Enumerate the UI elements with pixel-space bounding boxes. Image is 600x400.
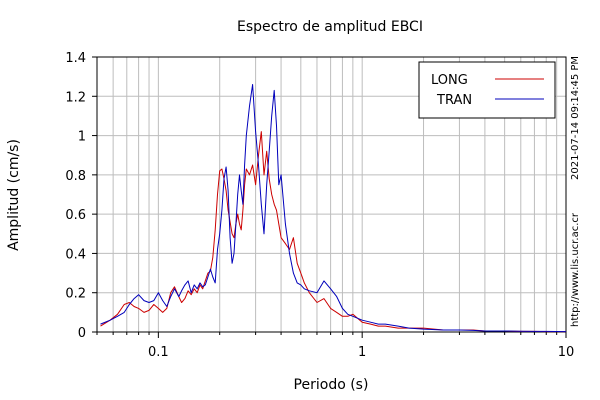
- source-url-label: http://www.lis.ucr.ac.cr: [570, 212, 581, 327]
- chart-title: Espectro de amplitud EBCI: [237, 19, 423, 35]
- y-tick-label: 0.8: [65, 169, 86, 184]
- x-axis-label: Periodo (s): [294, 377, 369, 393]
- y-tick-label: 1: [78, 130, 86, 145]
- y-tick-label: 1.4: [65, 51, 86, 66]
- plot-frame: [96, 56, 567, 333]
- y-tick-label: 1.2: [65, 90, 86, 105]
- legend: LONG TRAN: [418, 61, 556, 119]
- x-tick-label: 0.1: [148, 345, 169, 360]
- series-line-tran: [100, 84, 567, 333]
- x-tick-label: 10: [558, 345, 575, 360]
- x-tick-label: 1: [358, 345, 366, 360]
- legend-box: [418, 61, 556, 119]
- legend-entry-tran: TRAN: [436, 93, 472, 108]
- y-tick-label: 0.4: [65, 247, 86, 262]
- y-tick-label: 0.2: [65, 287, 86, 302]
- series-line-long: [100, 131, 566, 333]
- y-tick-label: 0.6: [65, 208, 86, 223]
- y-axis-label: Amplitud (cm/s): [6, 139, 22, 251]
- timestamp-label: 2021-07-14 09:14:45 PM: [570, 56, 581, 180]
- legend-entry-long: LONG: [431, 73, 468, 88]
- series-layer: [100, 84, 567, 333]
- axis-ticks: 0 0.2 0.4 0.6 0.8 1 1.2 1.4 0.1 1 10: [65, 51, 574, 360]
- y-tick-label: 0: [78, 326, 86, 341]
